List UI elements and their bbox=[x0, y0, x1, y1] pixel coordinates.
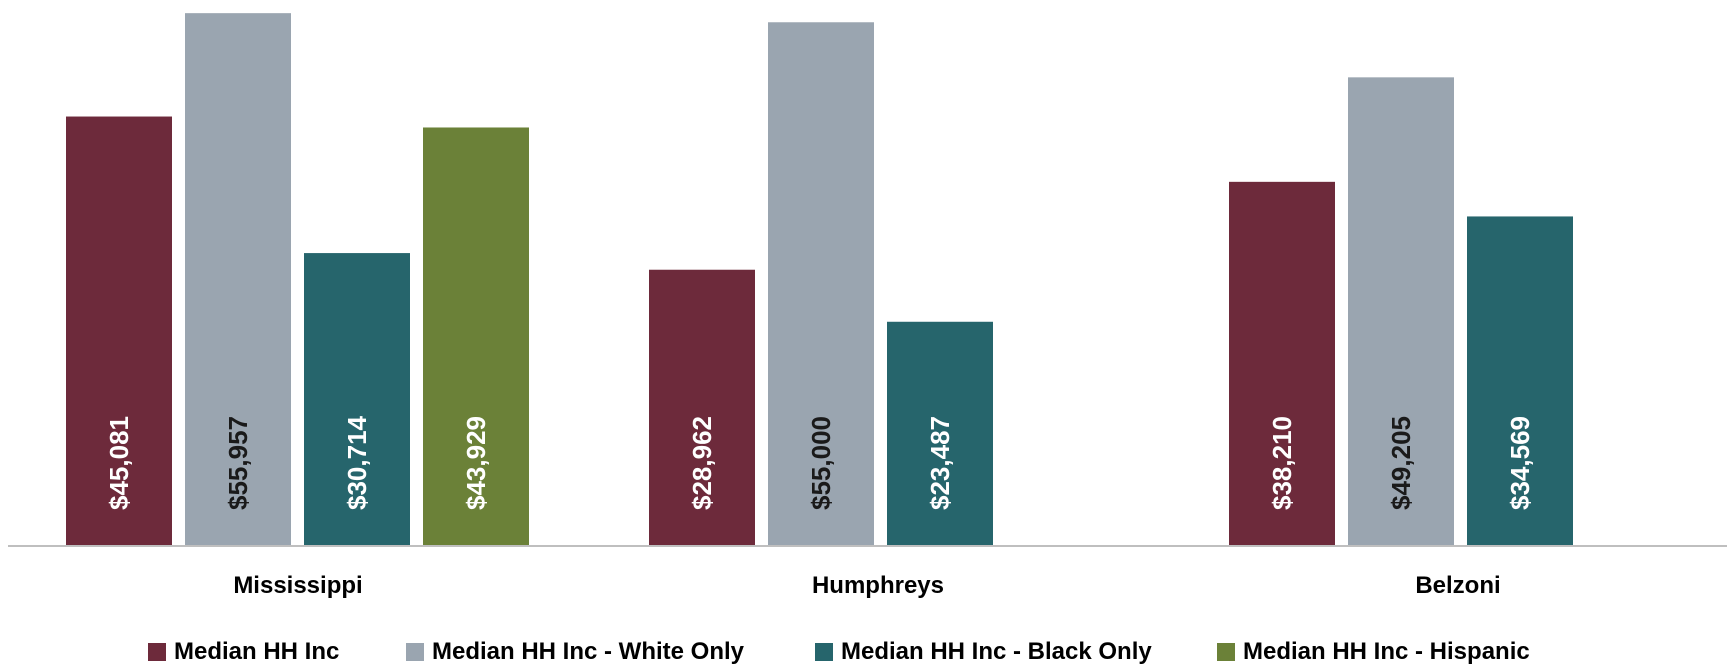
bar-belzoni-series-1 bbox=[1348, 77, 1454, 545]
category-label: Humphreys bbox=[812, 572, 944, 599]
bar-mississippi-series-3 bbox=[423, 127, 529, 545]
legend-item: Median HH Inc - White Only bbox=[406, 638, 744, 666]
bar-humphreys-series-2 bbox=[887, 321, 993, 545]
legend-label: Median HH Inc - White Only bbox=[432, 638, 745, 665]
category-label: Mississippi bbox=[233, 572, 362, 599]
bar-mississippi-series-1 bbox=[185, 13, 291, 546]
data-label: $43,929 bbox=[461, 416, 491, 510]
legend: Median HH Inc Median HH Inc - White Only M… bbox=[0, 634, 1727, 670]
bar-humphreys-series-0 bbox=[649, 269, 755, 545]
bar-mississippi-series-2 bbox=[304, 253, 410, 545]
bar-chart: $45,081 $55,957 $30,714 $43,929 $28,962 $55,0… bbox=[8, 13, 1727, 599]
legend-item: Median HH Inc bbox=[148, 638, 339, 666]
bar-mississippi-series-0 bbox=[66, 116, 172, 545]
bar-belzoni-series-2 bbox=[1467, 216, 1573, 546]
legend-item: Median HH Inc - Hispanic bbox=[1217, 638, 1530, 666]
data-label: $55,000 bbox=[806, 416, 836, 510]
data-label: $55,957 bbox=[223, 416, 253, 510]
bar-belzoni-series-0 bbox=[1229, 181, 1335, 545]
data-label: $23,487 bbox=[925, 416, 955, 510]
data-label: $34,569 bbox=[1505, 416, 1535, 510]
legend-swatch bbox=[406, 643, 424, 661]
data-label: $49,205 bbox=[1386, 416, 1416, 510]
data-label: $38,210 bbox=[1267, 416, 1297, 510]
data-label: $28,962 bbox=[687, 416, 717, 510]
legend-label: Median HH Inc bbox=[174, 638, 340, 665]
legend-label: Median HH Inc - Hispanic bbox=[1243, 638, 1530, 665]
bars-layer: $45,081 $55,957 $30,714 $43,929 $28,962 $55,0… bbox=[66, 13, 1573, 546]
data-label: $45,081 bbox=[104, 416, 134, 510]
bar-humphreys-series-1 bbox=[768, 22, 874, 545]
legend-label: Median HH Inc - Black Only bbox=[841, 638, 1152, 665]
legend-swatch bbox=[1217, 643, 1235, 661]
legend-swatch bbox=[815, 643, 833, 661]
legend-item: Median HH Inc - Black Only bbox=[815, 638, 1152, 666]
category-label: Belzoni bbox=[1415, 572, 1500, 599]
category-labels: Mississippi Humphreys Belzoni bbox=[233, 572, 1500, 599]
data-label: $30,714 bbox=[342, 415, 372, 510]
legend-swatch bbox=[148, 643, 166, 661]
